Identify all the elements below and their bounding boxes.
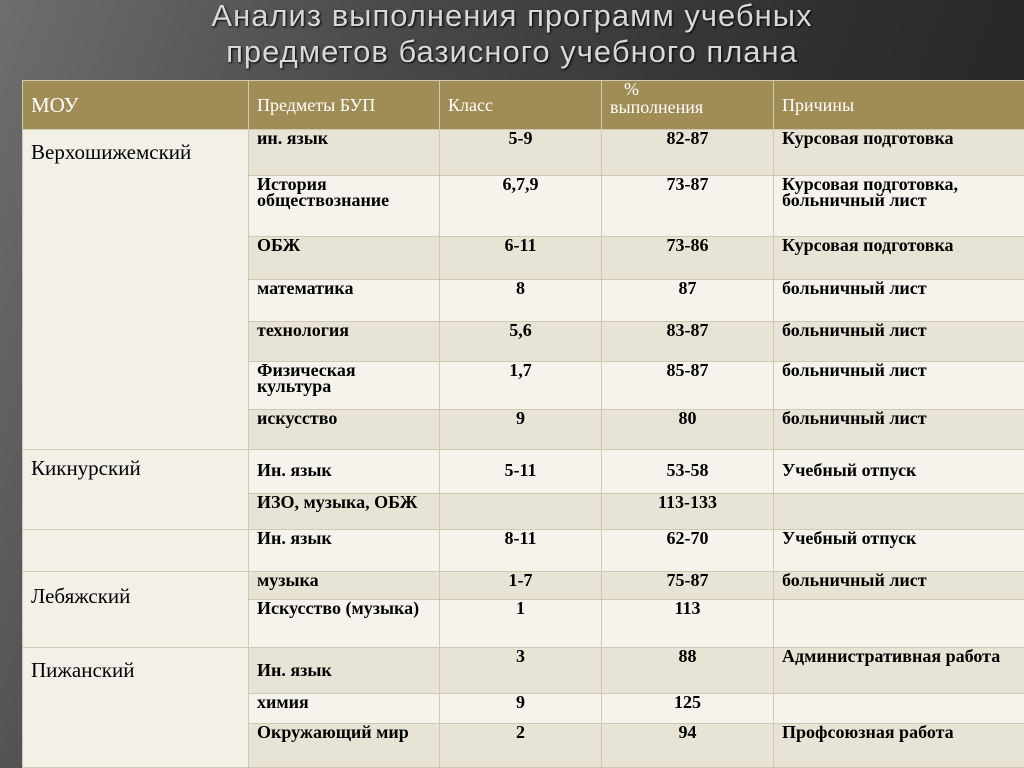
reason-cell: Учебный отпуск [773, 529, 1024, 572]
table-row: Кикнурский Ин. язык 5-11 53-58 Учебный о… [22, 449, 1024, 530]
reason-cell: больничный лист [773, 571, 1024, 600]
percent-cell: 94 [601, 723, 774, 768]
percent-cell: 83-87 [601, 321, 774, 362]
percent-cell: 88 [601, 647, 774, 694]
reason-cell: больничный лист [773, 279, 1024, 322]
reason-cell: Административная работа [773, 647, 1024, 694]
table-row: ИЗО, музыка, ОБЖ 113-133 [23, 493, 1024, 530]
reason-cell: больничный лист [773, 361, 1024, 410]
subject-cell: ин. язык [248, 129, 440, 176]
mou-cell: Верхошижемский [22, 129, 249, 450]
subject-cell: ИЗО, музыка, ОБЖ [248, 493, 440, 530]
table-row: Окружающий мир 2 94 Профсоюзная работа [23, 723, 1024, 768]
header-reasons: Причины [773, 80, 1024, 130]
subject-cell: История обществознание [248, 175, 440, 237]
reason-cell: Курсовая подготовка, больничный лист [773, 175, 1024, 237]
class-cell: 1,7 [439, 361, 602, 410]
table-header-row: МОУ Предметы БУП Класс % выполнения Прич… [22, 80, 1024, 130]
percent-cell: 87 [601, 279, 774, 322]
percent-cell: 62-70 [601, 529, 774, 572]
class-cell: 6-11 [439, 236, 602, 280]
subject-cell: музыка [248, 571, 440, 600]
subject-cell: химия [248, 693, 440, 724]
table-row: История обществознание 6,7,9 73-87 Курсо… [23, 175, 1024, 237]
class-cell: 2 [439, 723, 602, 768]
header-subject: Предметы БУП [248, 80, 440, 130]
reason-cell: Курсовая подготовка [773, 236, 1024, 280]
class-cell: 5,6 [439, 321, 602, 362]
header-class: Класс [439, 80, 602, 130]
class-cell: 5-9 [439, 129, 602, 176]
class-cell: 3 [439, 647, 602, 694]
reason-cell [773, 493, 1024, 530]
table-row: Лебяжский музыка 1-7 75-87 больничный ли… [22, 571, 1024, 648]
reason-cell [773, 693, 1024, 724]
class-cell [439, 493, 602, 530]
slide-title-line-2: предметов базисного учебного плана [226, 34, 798, 69]
class-cell: 9 [439, 693, 602, 724]
subject-cell: технология [248, 321, 440, 362]
percent-cell: 85-87 [601, 361, 774, 410]
header-percent-label: выполнения [610, 97, 704, 117]
reason-cell: больничный лист [773, 409, 1024, 450]
percent-cell: 80 [601, 409, 774, 450]
class-cell: 8 [439, 279, 602, 322]
subject-cell: Искусство (музыка) [248, 599, 440, 648]
percent-cell: 53-58 [601, 449, 774, 494]
header-percent-symbol: % [624, 80, 639, 99]
table-row: Верхошижемский ин. язык 5-9 82-87 Курсов… [22, 129, 1024, 450]
subject-cell: искусство [248, 409, 440, 450]
subject-cell: ОБЖ [248, 236, 440, 280]
subject-cell: математика [248, 279, 440, 322]
mou-cell: Кикнурский [22, 449, 249, 530]
mou-cell: Лебяжский [22, 571, 249, 648]
reason-cell: Курсовая подготовка [773, 129, 1024, 176]
percent-cell: 73-87 [601, 175, 774, 237]
slide-title: Анализ выполнения программ учебных предм… [0, 0, 1024, 72]
subject-cell: Ин. язык [248, 449, 440, 494]
table-row: Искусство (музыка) 1 113 [23, 599, 1024, 648]
percent-cell: 125 [601, 693, 774, 724]
subject-cell: Ин. язык [248, 529, 440, 572]
percent-cell: 113 [601, 599, 774, 648]
slide-title-line-1: Анализ выполнения программ учебных [211, 0, 813, 33]
table-row: Пижанский Ин. язык 3 88 Административная… [22, 647, 1024, 768]
mou-cell [22, 529, 249, 572]
mou-cell: Пижанский [22, 647, 249, 768]
class-cell: 9 [439, 409, 602, 450]
percent-cell: 73-86 [601, 236, 774, 280]
analysis-table: МОУ Предметы БУП Класс % выполнения Прич… [22, 80, 1024, 768]
header-percent: % выполнения [601, 80, 774, 130]
reason-cell: Учебный отпуск [773, 449, 1024, 494]
class-cell: 8-11 [439, 529, 602, 572]
table-row: Ин. язык 8-11 62-70 Учебный отпуск [22, 529, 1024, 572]
class-cell: 5-11 [439, 449, 602, 494]
reason-cell: больничный лист [773, 321, 1024, 362]
subject-cell: Окружающий мир [248, 723, 440, 768]
table-row: Физическая культура 1,7 85-87 больничный… [23, 361, 1024, 410]
class-cell: 1-7 [439, 571, 602, 600]
subject-cell: Ин. язык [248, 647, 440, 694]
reason-cell [773, 599, 1024, 648]
class-cell: 1 [439, 599, 602, 648]
table-row: математика 8 87 больничный лист [23, 279, 1024, 322]
percent-cell: 113-133 [601, 493, 774, 530]
percent-cell: 75-87 [601, 571, 774, 600]
class-cell: 6,7,9 [439, 175, 602, 237]
reason-cell: Профсоюзная работа [773, 723, 1024, 768]
subject-cell: Физическая культура [248, 361, 440, 410]
percent-cell: 82-87 [601, 129, 774, 176]
header-mou: МОУ [22, 80, 249, 130]
